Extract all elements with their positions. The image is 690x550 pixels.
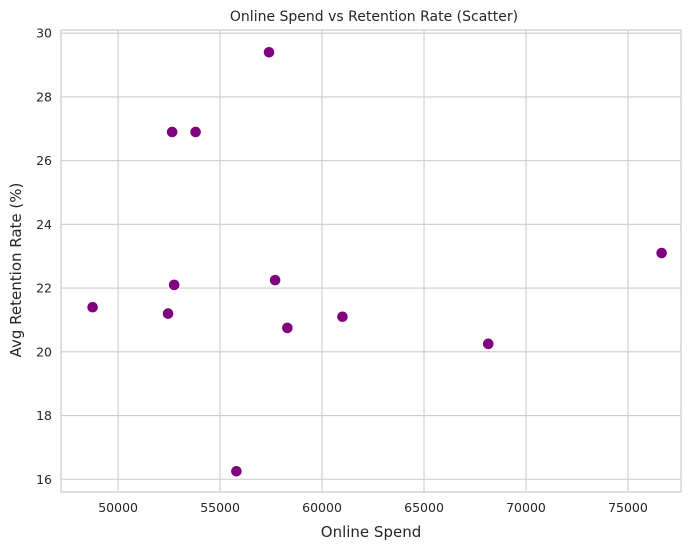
data-point — [482, 337, 495, 350]
data-point — [86, 301, 99, 314]
x-axis-ticks: 50000 55000 60000 65000 70000 75000 — [98, 500, 648, 515]
x-tick-label: 75000 — [608, 500, 648, 515]
chart-title: Online Spend vs Retention Rate (Scatter) — [230, 9, 518, 25]
data-point — [336, 310, 349, 323]
data-point — [263, 46, 275, 59]
data-point — [168, 278, 181, 291]
data-point — [230, 465, 243, 478]
y-tick-label: 20 — [36, 344, 52, 359]
plot-frame — [60, 29, 682, 493]
x-tick-label: 50000 — [98, 500, 138, 515]
y-tick-label: 28 — [36, 89, 52, 104]
y-tick-label: 22 — [36, 281, 52, 296]
y-axis-ticks: 16 18 20 22 24 26 28 30 — [36, 26, 52, 487]
x-tick-label: 70000 — [506, 500, 546, 515]
data-points — [86, 46, 668, 478]
data-point — [162, 307, 174, 320]
y-tick-label: 16 — [36, 472, 52, 487]
x-tick-label: 65000 — [404, 500, 444, 515]
data-point — [269, 274, 282, 287]
y-axis-label: Avg Retention Rate (%) — [7, 183, 25, 358]
x-axis-label: Online Spend — [321, 523, 421, 541]
data-point — [166, 126, 179, 138]
x-tick-label: 55000 — [200, 500, 240, 515]
data-point — [655, 247, 668, 259]
grid — [61, 30, 681, 492]
y-tick-label: 18 — [36, 408, 52, 423]
data-point — [189, 126, 202, 138]
data-point — [281, 322, 294, 334]
x-tick-label: 60000 — [302, 500, 342, 515]
y-tick-label: 30 — [36, 26, 52, 41]
y-tick-label: 26 — [36, 153, 52, 168]
y-tick-label: 24 — [36, 217, 52, 232]
